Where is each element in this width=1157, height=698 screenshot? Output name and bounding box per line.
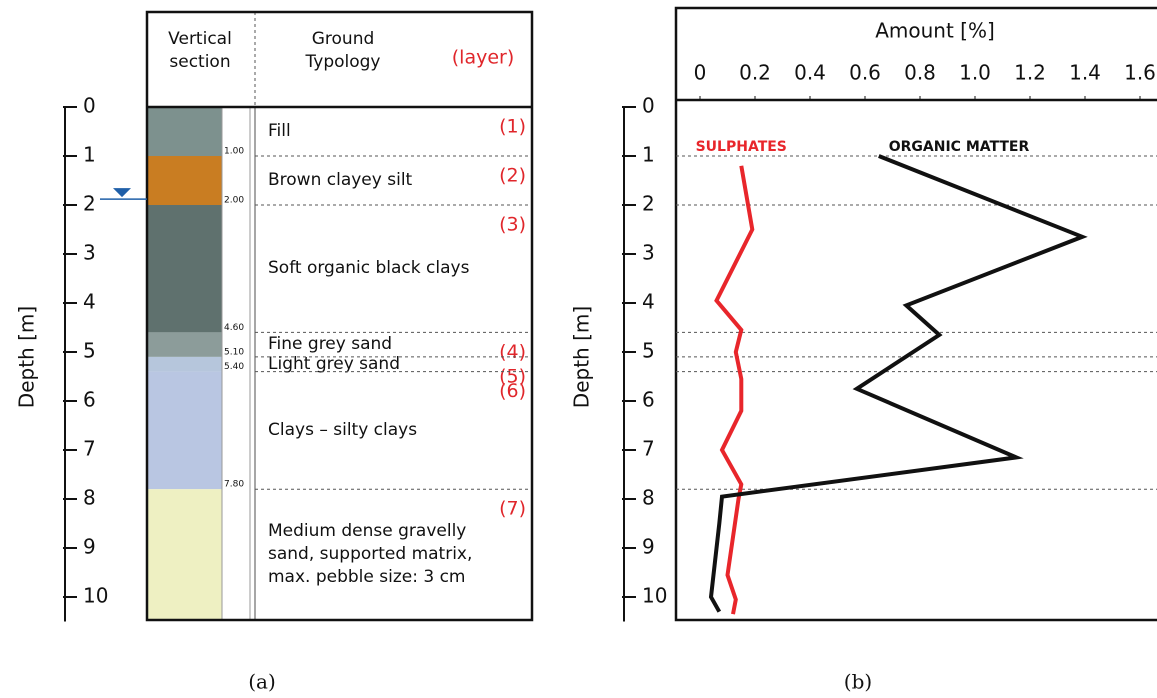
boundary-label: 5.10 [224,347,244,357]
x-tick-label: 0.2 [739,61,771,85]
soil-layer [148,489,222,620]
layer-description: Medium dense gravelly sand, supported ma… [268,505,513,605]
layer-description: Clays – silty clays [268,410,513,450]
layer-description-box: Fill [268,112,513,152]
y-tick-label: 0 [83,94,96,118]
boundary-label: 7.80 [224,480,244,490]
layer-description: Soft organic black clays [268,234,513,304]
y-tick-label: 7 [642,437,655,461]
y-tick-label: 3 [83,241,96,265]
soil-layer [148,372,222,490]
header-typology-box: Ground Typology [280,28,406,98]
y-axis-label: Depth [m] [15,306,39,408]
y-tick-label: 2 [642,192,655,216]
layer-number: (2) [499,165,526,187]
soil-layer [148,156,222,205]
y-tick-label: 8 [83,486,96,510]
soil-layer [148,357,222,372]
y-tick-label: 3 [642,241,655,265]
figure: Fill(1) Brown clayey silt(2) Soft organic … [0,0,1157,698]
boundary-label: 5.40 [224,362,244,372]
layer-number: (6) [499,380,526,402]
y-tick-label: 7 [83,437,96,461]
water-marker [113,188,131,197]
boundary-label: 2.00 [224,196,244,206]
y-tick-label: 0 [642,94,655,118]
x-axis-label: Amount [%] [875,19,995,43]
series-line [717,166,753,614]
layer-description: Fill [268,112,513,152]
x-tick-label: 0.8 [904,61,936,85]
layer-description-box: Clays – silty clays [268,410,513,450]
layer-description-box: Medium dense gravelly sand, supported ma… [268,505,513,605]
layer-description: Light grey sand [268,344,513,384]
x-tick-label: 0.6 [849,61,881,85]
y-tick-label: 8 [642,486,655,510]
boundary-label: 1.00 [224,147,244,157]
x-tick-label: 1.0 [959,61,991,85]
y-tick-label: 5 [642,339,655,363]
y-tick-label: 5 [83,339,96,363]
y-tick-label: 6 [642,388,655,412]
y-tick-label: 6 [83,388,96,412]
layer-description-box: Brown clayey silt [268,161,513,201]
y-tick-label: 9 [83,535,96,559]
panel-label: (b) [844,670,872,694]
y-axis-label: Depth [m] [570,306,594,408]
y-tick-label: 9 [642,535,655,559]
x-tick-label: 1.2 [1014,61,1046,85]
y-tick-label: 1 [83,143,96,167]
header-layer: (layer) [452,47,515,69]
header-section: Vertical section [152,28,248,74]
y-tick-label: 4 [642,290,655,314]
series-label: SULPHATES [696,139,787,155]
x-tick-label: 1.6 [1124,61,1156,85]
panel-label: (a) [248,670,276,694]
y-tick-label: 10 [83,584,108,608]
layer-number: (3) [499,214,526,236]
y-tick-label: 1 [642,143,655,167]
x-tick-label: 0.4 [794,61,826,85]
soil-layer [148,107,222,156]
boundary-label: 4.60 [224,323,244,333]
series-line [711,156,1082,612]
series-label: ORGANIC MATTER [889,139,1030,155]
y-tick-label: 2 [83,192,96,216]
y-tick-label: 10 [642,584,667,608]
soil-layer [148,332,222,357]
x-tick-label: 1.4 [1069,61,1101,85]
y-tick-label: 4 [83,290,96,314]
layer-number: (1) [499,116,526,138]
header-typology: Ground Typology [280,28,406,74]
x-tick-label: 0 [694,61,707,85]
layer-description: Brown clayey silt [268,161,513,201]
soil-layer [148,205,222,332]
header-section-box: Vertical section [152,28,248,98]
layer-description-box: Soft organic black clays [268,234,513,304]
layer-number: (7) [499,498,526,520]
layer-description-box: Light grey sand [268,344,513,384]
